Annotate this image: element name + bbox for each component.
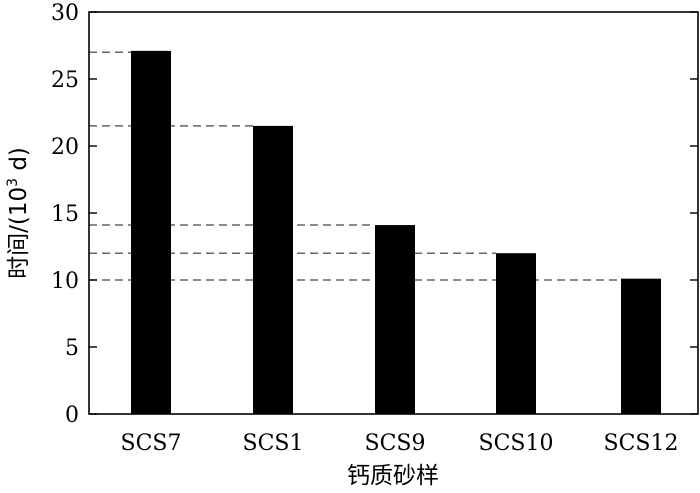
x-tick-label-scs9: SCS9 — [365, 431, 426, 456]
x-axis-title: 钙质砂样 — [347, 463, 439, 489]
y-tick-label-5: 5 — [65, 336, 79, 361]
y-tick-label-10: 10 — [51, 269, 79, 294]
y-tick-label-30: 30 — [51, 1, 79, 26]
bar-scs7 — [131, 50, 171, 415]
bar-scs9 — [375, 225, 415, 414]
y-axis-title: 时间/(103 d) — [5, 147, 32, 279]
y-axis-title-unit: d) — [6, 147, 32, 178]
y-tick-label-15: 15 — [51, 202, 79, 227]
x-tick-label-scs1: SCS1 — [243, 431, 304, 456]
y-axis-title-exponent: 3 — [5, 178, 21, 187]
x-tick-label-scs12: SCS12 — [604, 431, 679, 456]
y-axis-title-main: 时间/(10 — [6, 187, 32, 279]
x-axis-ticks: SCS7 SCS1 SCS9 SCS10 SCS12 — [121, 431, 679, 456]
x-tick-label-scs7: SCS7 — [121, 431, 182, 456]
bar-scs10 — [496, 253, 536, 414]
y-tick-label-25: 25 — [51, 68, 79, 93]
y-axis-ticks: 0 5 10 15 20 25 30 — [51, 1, 698, 428]
bars — [131, 50, 661, 415]
bar-scs1 — [253, 125, 293, 415]
y-tick-label-0: 0 — [65, 403, 79, 428]
x-tick-label-scs10: SCS10 — [479, 431, 554, 456]
bar-scs12 — [621, 278, 661, 414]
y-tick-label-20: 20 — [51, 135, 79, 160]
